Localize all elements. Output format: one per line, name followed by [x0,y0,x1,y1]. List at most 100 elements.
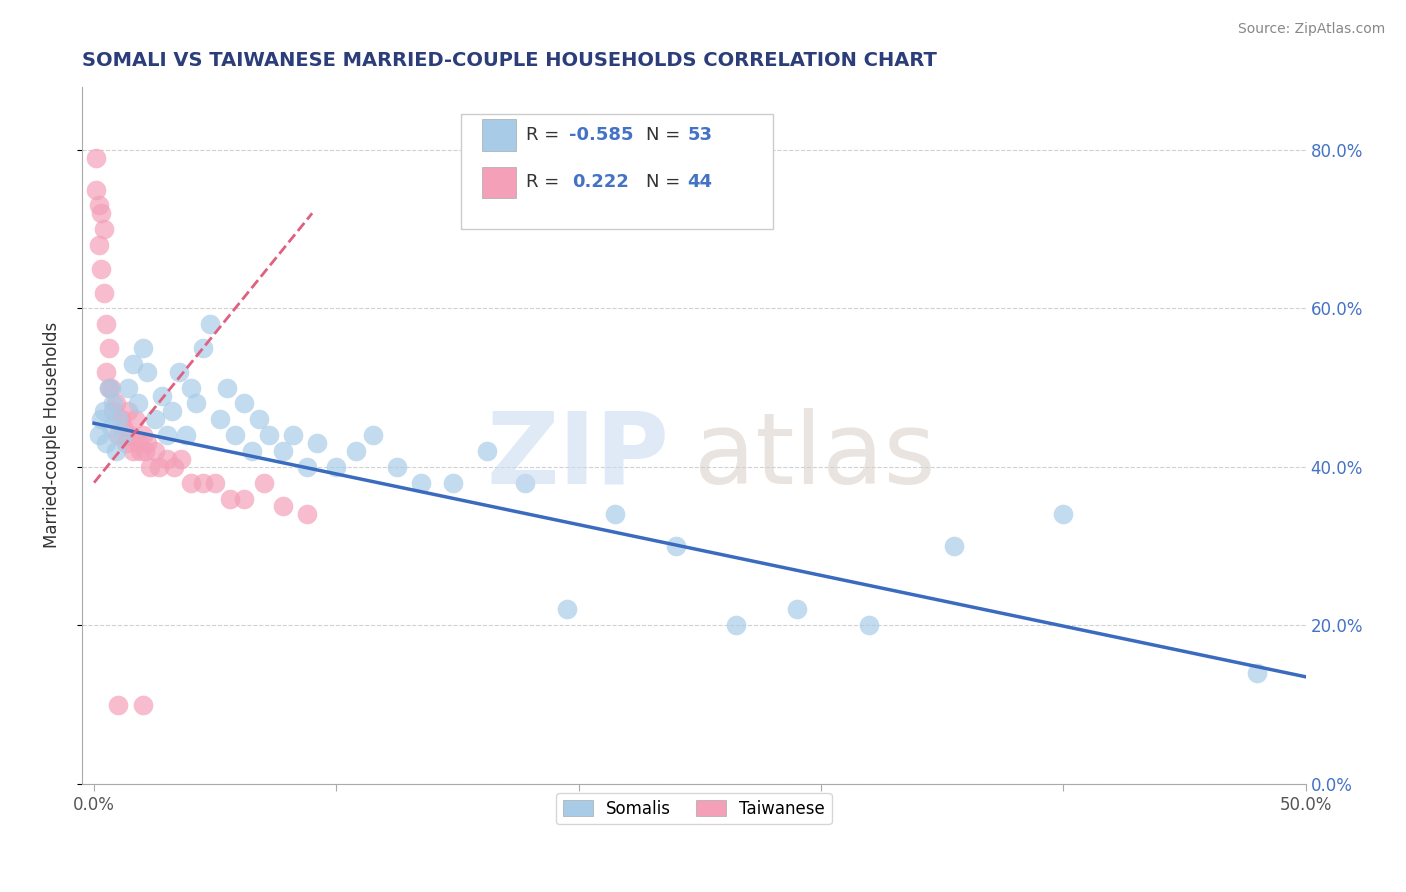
Point [224,428,246,442]
FancyBboxPatch shape [461,114,773,229]
Point [257,428,280,442]
Point [209,412,232,426]
Point [281,428,304,442]
Point [325,459,347,474]
Point [86,182,108,196]
Text: 53: 53 [688,126,713,144]
Text: atlas: atlas [693,408,935,505]
Text: SOMALI VS TAIWANESE MARRIED-COUPLE HOUSEHOLDS CORRELATION CHART: SOMALI VS TAIWANESE MARRIED-COUPLE HOUSE… [82,51,936,70]
Point [411,475,433,490]
Point [100,381,122,395]
Point [117,381,139,395]
FancyBboxPatch shape [482,167,516,198]
Point [134,444,156,458]
Legend: Somalis, Taiwanese: Somalis, Taiwanese [555,793,831,824]
Point [555,602,578,616]
Point [148,459,170,474]
Point [107,698,129,712]
Point [143,412,166,426]
Point [86,151,108,165]
Point [131,698,153,712]
Point [441,475,464,490]
Point [233,491,256,506]
Point [131,428,153,442]
Text: N =: N = [645,126,686,144]
Point [139,459,162,474]
Point [150,388,173,402]
Point [93,222,115,236]
Point [97,381,120,395]
Point [90,261,112,276]
Point [786,602,808,616]
Point [87,238,110,252]
Point [184,396,207,410]
Point [110,412,132,426]
Point [170,451,193,466]
Point [90,206,112,220]
Point [385,459,408,474]
Point [163,459,186,474]
Point [93,285,115,300]
Point [180,381,202,395]
Point [90,412,112,426]
Point [97,381,120,395]
Point [191,475,214,490]
Point [1052,508,1074,522]
Point [858,618,880,632]
Point [344,444,367,458]
Point [96,436,118,450]
Point [361,428,384,442]
Point [136,365,159,379]
Text: 44: 44 [688,173,713,191]
Point [297,459,319,474]
Point [515,475,537,490]
Point [603,508,626,522]
Text: Source: ZipAtlas.com: Source: ZipAtlas.com [1237,22,1385,37]
Point [87,428,110,442]
Point [253,475,276,490]
Point [121,357,143,371]
Text: R =: R = [526,173,571,191]
Point [271,444,294,458]
Point [107,412,129,426]
Point [117,404,139,418]
Point [664,539,686,553]
Point [112,428,135,442]
Point [475,444,498,458]
Point [725,618,748,632]
Point [131,341,153,355]
Point [233,396,256,410]
Point [305,436,328,450]
Point [143,444,166,458]
Point [167,365,190,379]
Point [247,412,270,426]
Point [103,404,125,418]
Point [96,317,118,331]
Point [121,444,143,458]
Point [943,539,966,553]
Point [127,396,149,410]
Point [129,444,152,458]
Point [1246,665,1268,680]
Point [156,428,179,442]
Point [217,381,239,395]
Point [103,396,125,410]
Point [96,365,118,379]
Point [218,491,240,506]
Text: N =: N = [645,173,686,191]
Point [204,475,226,490]
Point [156,451,179,466]
Point [160,404,183,418]
Point [127,436,149,450]
Text: R =: R = [526,126,565,144]
Text: ZIP: ZIP [486,408,669,505]
Point [180,475,202,490]
Point [107,428,129,442]
Point [191,341,214,355]
Point [104,396,127,410]
Point [136,436,159,450]
Point [87,198,110,212]
Point [124,412,146,426]
Text: -0.585: -0.585 [569,126,634,144]
Point [104,444,127,458]
